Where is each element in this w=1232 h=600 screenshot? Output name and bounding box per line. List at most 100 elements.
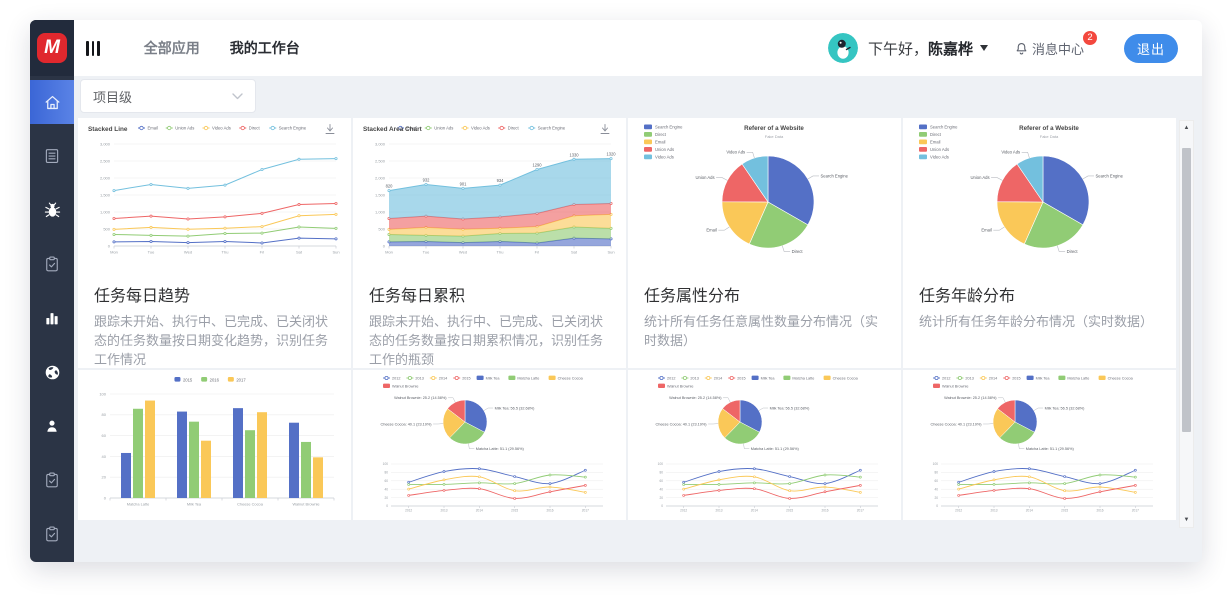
svg-text:2017: 2017 xyxy=(236,377,246,382)
header-right: 下午好， 陈嘉桦 消息中心 2 退出 xyxy=(827,30,1178,63)
card-title: 任务年龄分布 xyxy=(919,288,1016,305)
card-combo-chart[interactable]: 2012 2013 2014 2015 Milk Tea Matcha Latte Chee… xyxy=(628,370,901,520)
card-combo-chart[interactable]: 2012 2013 2014 2015 Milk Tea Matcha Latte Chee… xyxy=(903,370,1176,520)
bar-chart-thumbnail: 2015 2016 2017 0 20 40 60 80 100 Matcha Latte Milk… xyxy=(99,377,335,507)
app-logo[interactable]: M xyxy=(30,20,74,76)
sidebar-item-documents[interactable] xyxy=(30,134,74,178)
sidebar-item-global[interactable] xyxy=(30,350,74,394)
svg-text:2015: 2015 xyxy=(183,377,193,382)
sidebar-item-home[interactable] xyxy=(30,80,74,124)
svg-text:Cheese Cocoa: Cheese Cocoa xyxy=(1108,376,1134,380)
scroll-up-arrow[interactable]: ▲ xyxy=(1183,125,1190,131)
card-bar-chart[interactable]: 2015 2016 2017 0 20 40 60 80 100 Matcha Latte Milk… xyxy=(78,370,351,520)
sidebar-item-bugs[interactable] xyxy=(30,188,74,232)
scroll-down-arrow[interactable]: ▼ xyxy=(1183,517,1190,523)
svg-text:2012: 2012 xyxy=(392,376,400,380)
svg-text:Fri: Fri xyxy=(260,250,265,255)
svg-text:Sat: Sat xyxy=(571,250,578,255)
sidebar-item-approvals[interactable] xyxy=(30,512,74,556)
svg-text:Sat: Sat xyxy=(296,250,303,255)
svg-text:0: 0 xyxy=(936,504,938,508)
cards-grid: Email Union Ads Video Ads Direct Search Engi… xyxy=(78,118,1176,520)
svg-text:60: 60 xyxy=(934,479,938,483)
nav-my-workbench[interactable]: 我的工作台 xyxy=(229,40,300,56)
svg-text:Milk Tea: 56.5 (32.68%): Milk Tea: 56.5 (32.68%) xyxy=(770,406,811,410)
avatar-image xyxy=(827,33,858,63)
svg-text:2017: 2017 xyxy=(582,509,589,513)
svg-text:Video Ads: Video Ads xyxy=(655,155,674,160)
combo-chart-thumbnail: 2012 2013 2014 2015 Milk Tea Matcha Latte Chee… xyxy=(380,375,603,513)
svg-text:1,000: 1,000 xyxy=(100,209,111,214)
svg-text:40: 40 xyxy=(102,454,107,459)
message-center[interactable]: 消息中心 2 xyxy=(1014,30,1097,58)
svg-text:Union Ads: Union Ads xyxy=(970,175,989,180)
scroll-thumb[interactable] xyxy=(1182,148,1191,432)
svg-text:Search Engine: Search Engine xyxy=(930,125,958,130)
svg-text:2014: 2014 xyxy=(1026,509,1033,513)
scope-select-value: 项目级 xyxy=(93,89,133,105)
sidebar-item-reports[interactable] xyxy=(30,296,74,340)
svg-text:80: 80 xyxy=(384,471,388,475)
nav-all-apps[interactable]: 全部应用 xyxy=(143,40,200,56)
svg-text:Email: Email xyxy=(981,228,992,233)
card-task-age-distribution[interactable]: Referer of a Website Fake Data Search Engi… xyxy=(903,118,1176,368)
clipboard-check-icon xyxy=(46,256,58,272)
svg-text:2016: 2016 xyxy=(210,377,220,382)
svg-text:2012: 2012 xyxy=(942,376,950,380)
avatar[interactable] xyxy=(827,33,858,63)
svg-text:Sun: Sun xyxy=(607,250,614,255)
svg-text:40: 40 xyxy=(659,487,663,491)
card-description: 统计所有任务任意属性数量分布情况（实时数据） xyxy=(644,314,879,348)
sidebar: M xyxy=(30,20,74,562)
svg-text:80: 80 xyxy=(102,412,107,417)
svg-text:Union Ads: Union Ads xyxy=(930,147,949,152)
svg-text:Milk Tea: 56.5 (32.68%): Milk Tea: 56.5 (32.68%) xyxy=(495,406,536,410)
svg-text:Union Ads: Union Ads xyxy=(175,126,194,131)
svg-text:Cheese Cocoa: 40.1 (23.19%): Cheese Cocoa: 40.1 (23.19%) xyxy=(930,422,982,426)
svg-text:Video Ads: Video Ads xyxy=(726,150,745,155)
svg-text:1320: 1320 xyxy=(606,152,616,157)
logout-button[interactable]: 退出 xyxy=(1124,33,1178,63)
svg-text:2,500: 2,500 xyxy=(100,158,111,163)
pie-chart-thumbnail: Referer of a Website Fake Data Search Engi… xyxy=(919,124,1124,254)
svg-text:Thu: Thu xyxy=(497,250,504,255)
document-icon xyxy=(45,149,59,163)
content-area: 项目级 Email Union Ads Video Ads Direct Search … xyxy=(74,76,1202,562)
svg-text:2014: 2014 xyxy=(714,376,722,380)
combo-chart-thumbnail: 2012 2013 2014 2015 Milk Tea Matcha Latte Chee… xyxy=(655,375,878,513)
svg-text:Search Engine: Search Engine xyxy=(279,126,307,131)
card-task-daily-trend[interactable]: Email Union Ads Video Ads Direct Search Engi… xyxy=(78,118,351,368)
svg-text:Walnut Brownie: 25.2 (14.58%): Walnut Brownie: 25.2 (14.58%) xyxy=(944,396,997,400)
card-title: 任务属性分布 xyxy=(644,288,741,305)
card-task-attribute-distribution[interactable]: Referer of a Website Fake Data Search Engi… xyxy=(628,118,901,368)
collapse-menu-icon[interactable] xyxy=(82,37,104,60)
card-combo-chart[interactable]: 2012 2013 2014 2015 Milk Tea Matcha Latte Chee… xyxy=(353,370,626,520)
card-task-daily-cumulative[interactable]: Email Union Ads Video Ads Direct Search Engi… xyxy=(353,118,626,368)
svg-text:2012: 2012 xyxy=(405,509,412,513)
svg-text:3,000: 3,000 xyxy=(100,141,111,146)
svg-text:1330: 1330 xyxy=(569,152,579,157)
sidebar-item-members[interactable] xyxy=(30,404,74,448)
user-menu[interactable]: 下午好， 陈嘉桦 xyxy=(868,38,988,59)
combo-chart-thumbnail: 2012 2013 2014 2015 Milk Tea Matcha Latte Chee… xyxy=(930,375,1153,513)
svg-text:Direct: Direct xyxy=(655,132,667,137)
svg-text:60: 60 xyxy=(384,479,388,483)
bug-icon xyxy=(44,202,60,217)
svg-text:Search Engine: Search Engine xyxy=(821,173,849,178)
svg-text:2,500: 2,500 xyxy=(375,158,386,163)
svg-text:2015: 2015 xyxy=(1012,376,1020,380)
svg-text:Cheese Cocoa: Cheese Cocoa xyxy=(237,502,264,507)
sidebar-item-tasks[interactable] xyxy=(30,242,74,286)
svg-text:20: 20 xyxy=(384,496,388,500)
stacked-area-chart-thumbnail: Email Union Ads Video Ads Direct Search Engi… xyxy=(363,124,616,255)
svg-text:0: 0 xyxy=(386,504,388,508)
card-description: 跟踪未开始、执行中、已完成、已关闭状态的任务数量按日期变化趋势，识别任务工作情况 xyxy=(94,314,329,367)
top-bar: 全部应用 我的工作台 下午好， 陈嘉桦 xyxy=(74,20,1202,76)
sidebar-item-todo[interactable] xyxy=(30,458,74,502)
svg-text:Walnut Brownie: 25.2 (14.58%): Walnut Brownie: 25.2 (14.58%) xyxy=(669,396,722,400)
svg-text:Video Ads: Video Ads xyxy=(930,155,949,160)
svg-text:1,000: 1,000 xyxy=(375,209,386,214)
svg-text:2015: 2015 xyxy=(511,509,518,513)
scope-select[interactable]: 项目级 xyxy=(80,79,256,113)
scrollbar[interactable]: ▲ ▼ xyxy=(1179,120,1194,528)
